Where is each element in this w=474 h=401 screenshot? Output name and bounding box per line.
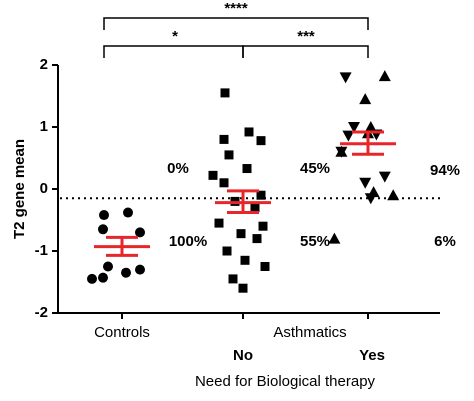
point: [378, 171, 391, 183]
point: [364, 193, 377, 205]
point: [242, 164, 252, 174]
point: [135, 227, 145, 238]
point: [240, 255, 250, 265]
point: [99, 210, 109, 221]
point: [228, 274, 238, 284]
percent-label: 0%: [167, 160, 189, 177]
point: [222, 246, 232, 256]
point: [348, 122, 360, 133]
point: [328, 232, 341, 244]
point: [121, 267, 131, 278]
point: [208, 170, 218, 180]
point: [258, 221, 268, 231]
point: [220, 88, 230, 98]
point: [378, 70, 391, 82]
bracket: [103, 17, 369, 30]
point: [359, 93, 372, 105]
point: [224, 150, 234, 160]
point: [256, 190, 266, 200]
bracket: [103, 45, 244, 58]
point: [342, 130, 355, 142]
point: [359, 177, 372, 189]
point: [252, 234, 262, 244]
point: [256, 136, 266, 146]
point: [214, 218, 224, 228]
point: [244, 127, 254, 137]
point: [219, 178, 229, 188]
y-tick-label: -1: [35, 242, 48, 259]
bracket: [242, 45, 369, 58]
point: [135, 264, 145, 275]
point: [103, 261, 113, 272]
y-axis-label: T2 gene mean: [11, 139, 28, 239]
x-tick-label: Controls: [94, 324, 150, 341]
point: [219, 134, 229, 144]
percent-label: 94%: [430, 162, 460, 179]
y-tick-label: 0: [40, 180, 48, 197]
y-tick-label: -2: [35, 304, 48, 321]
percent-label: 100%: [169, 233, 207, 250]
percent-label: 55%: [300, 233, 330, 250]
sub-label: Yes: [359, 347, 385, 364]
significance-label: ***: [297, 28, 315, 45]
point: [123, 207, 133, 218]
point: [387, 189, 400, 201]
significance-label: *: [172, 28, 178, 45]
x-axis-label: Need for Biological therapy: [195, 373, 376, 390]
percent-label: 6%: [434, 233, 456, 250]
point: [236, 229, 246, 239]
y-tick-label: 2: [40, 56, 48, 73]
point: [98, 272, 108, 283]
point: [260, 262, 270, 271]
point: [238, 283, 248, 293]
x-tick-label: Asthmatics: [273, 324, 346, 341]
percent-label: 45%: [300, 160, 330, 177]
brackets: [103, 17, 369, 58]
sub-label: No: [233, 347, 253, 364]
point: [98, 224, 108, 235]
significance-label: ****: [224, 0, 248, 17]
y-tick-label: 1: [40, 118, 48, 135]
point: [339, 72, 352, 84]
point: [250, 203, 260, 213]
point: [335, 146, 348, 158]
point: [87, 273, 97, 284]
